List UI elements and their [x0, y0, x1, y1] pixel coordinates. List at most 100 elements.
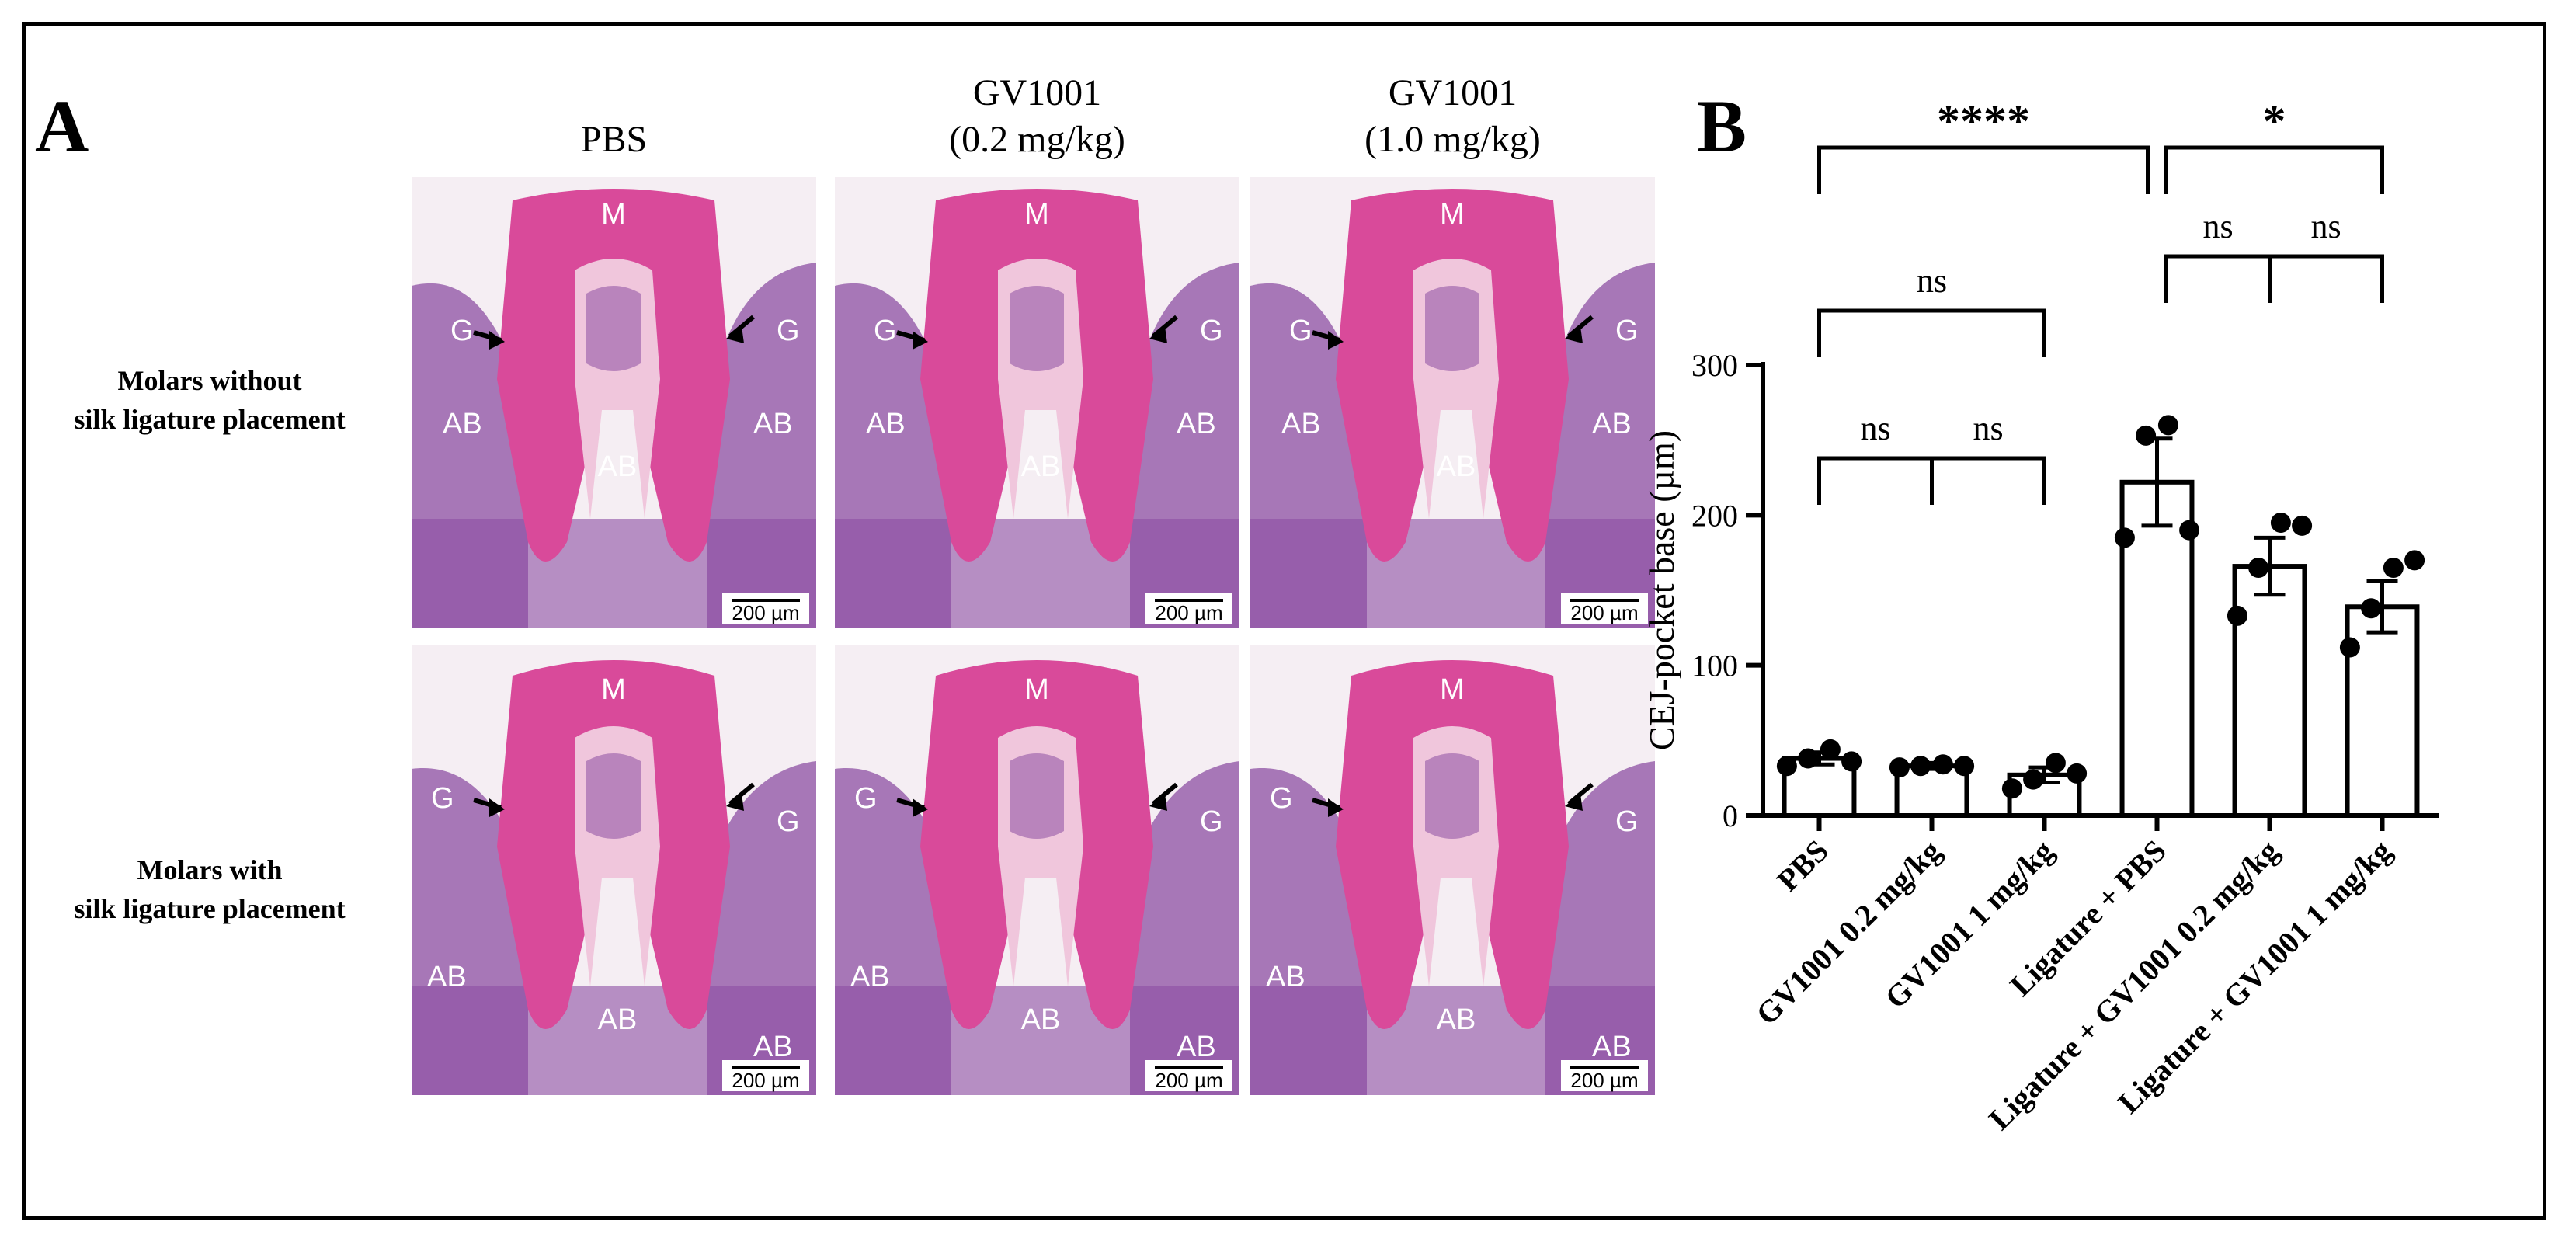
data-point	[1776, 756, 1797, 777]
svg-text:AB: AB	[1592, 1031, 1632, 1063]
data-point	[2404, 550, 2425, 571]
panel-b-letter: B	[1697, 85, 1747, 168]
svg-text:AB: AB	[1021, 1003, 1061, 1036]
bar	[2232, 564, 2307, 818]
column-header-gv1001-low: GV1001 (0.2 mg/kg)	[949, 72, 1125, 160]
svg-text:AB: AB	[598, 450, 638, 483]
significance-bracket	[1817, 456, 1934, 505]
svg-text:200 µm: 200 µm	[1570, 601, 1638, 624]
micrograph-gv1001-low-no-ligature: M G G AB AB AB 200 µm	[835, 177, 1239, 628]
y-tick-label: 100	[1691, 649, 1738, 683]
significance-label: ns	[1973, 409, 2003, 447]
svg-text:G: G	[431, 782, 454, 815]
svg-text:200 µm: 200 µm	[1155, 601, 1222, 624]
data-point	[2114, 527, 2135, 548]
y-tick-label: 200	[1691, 498, 1738, 533]
svg-text:200 µm: 200 µm	[1570, 1069, 1638, 1092]
data-point	[2001, 778, 2022, 799]
micrograph-pbs-ligature: M G G AB AB AB 200 µm	[412, 645, 816, 1095]
data-point	[2270, 513, 2291, 533]
significance-bracket	[1817, 308, 2046, 357]
data-point	[1889, 757, 1910, 778]
svg-text:M: M	[601, 673, 626, 706]
svg-text:M: M	[1024, 198, 1049, 231]
data-point	[2023, 769, 2044, 790]
svg-text:AB: AB	[1177, 408, 1216, 440]
data-point	[1798, 748, 1819, 769]
svg-text:G: G	[1270, 782, 1293, 815]
micrograph-gv1001-low-ligature: M G G AB AB AB 200 µm	[835, 645, 1239, 1095]
row-label-without-ligature: Molars without silk ligature placement	[74, 365, 346, 435]
y-axis-label: CEJ-pocket base (µm)	[1642, 430, 1681, 750]
svg-text:AB: AB	[753, 408, 793, 440]
svg-text:M: M	[1024, 673, 1049, 706]
panel-a-letter: A	[35, 85, 89, 168]
y-tick-label: 300	[1691, 348, 1738, 383]
svg-text:AB: AB	[1266, 961, 1305, 993]
svg-text:AB: AB	[443, 408, 482, 440]
data-point	[2383, 558, 2404, 578]
tissue-illustration: M G G AB AB AB 200 µm	[835, 177, 1239, 628]
data-point	[2067, 763, 2088, 784]
data-point	[2136, 425, 2157, 446]
data-point	[2292, 515, 2313, 536]
data-point	[1932, 754, 1953, 775]
svg-text:AB: AB	[1592, 408, 1632, 440]
significance-bracket	[2164, 254, 2272, 303]
bar	[2345, 604, 2420, 818]
micrograph-pbs-no-ligature: M G G AB AB AB 200 µm	[412, 177, 816, 628]
significance-label: ns	[1917, 262, 1947, 300]
svg-text:AB: AB	[1437, 1003, 1476, 1036]
significance-bracket	[2164, 145, 2384, 194]
tissue-illustration: M G G AB AB AB 200 µm	[1250, 177, 1655, 628]
data-point	[1954, 756, 1975, 777]
significance-label: ns	[2310, 207, 2341, 245]
significance-label: ns	[2202, 207, 2233, 245]
tissue-illustration: M G G AB AB AB 200 µm	[412, 177, 816, 628]
svg-text:AB: AB	[598, 1003, 638, 1036]
svg-text:AB: AB	[1021, 450, 1061, 483]
micrograph-gv1001-high-ligature: M G G AB AB AB 200 µm	[1250, 645, 1655, 1095]
tissue-illustration: M G G AB AB AB 200 µm	[412, 645, 816, 1095]
significance-label: ns	[1860, 409, 1890, 447]
svg-text:M: M	[1440, 673, 1465, 706]
svg-text:G: G	[777, 805, 800, 838]
svg-text:G: G	[450, 315, 474, 347]
svg-text:200 µm: 200 µm	[732, 1069, 799, 1092]
significance-bracket	[2268, 254, 2384, 303]
data-point	[1820, 739, 1841, 760]
significance-bracket	[1930, 456, 2046, 505]
svg-text:200 µm: 200 µm	[732, 601, 799, 624]
svg-text:AB: AB	[850, 961, 890, 993]
svg-text:G: G	[1615, 805, 1639, 838]
column-header-gv1001-high: GV1001 (1.0 mg/kg)	[1364, 72, 1541, 160]
bar-chart: 0 100 200 300 CEJ-pocket base (µm) PBSGV1001 …	[1642, 101, 2439, 1136]
significance-label: *	[2263, 101, 2286, 147]
svg-text:G: G	[874, 315, 897, 347]
micrograph-gv1001-high-no-ligature: M G G AB AB AB 200 µm	[1250, 177, 1655, 628]
svg-text:G: G	[1200, 315, 1223, 347]
row-label-with-ligature: Molars with silk ligature placement	[74, 854, 346, 924]
svg-text:AB: AB	[753, 1031, 793, 1063]
svg-text:G: G	[777, 315, 800, 347]
x-tick-label: PBS	[1770, 833, 1835, 899]
data-point	[2361, 598, 2382, 619]
svg-text:G: G	[1289, 315, 1312, 347]
data-point	[2179, 520, 2200, 541]
svg-text:AB: AB	[1177, 1031, 1216, 1063]
x-tick-label: GV1001 0.2 mg/kg	[1749, 833, 1948, 1032]
svg-text:AB: AB	[1281, 408, 1321, 440]
data-point	[1841, 751, 1862, 772]
data-point	[2339, 637, 2360, 658]
data-point	[2248, 558, 2269, 578]
tissue-illustration: M G G AB AB AB 200 µm	[1250, 645, 1655, 1095]
svg-text:AB: AB	[1437, 450, 1476, 483]
data-point	[2045, 753, 2066, 774]
svg-text:G: G	[854, 782, 878, 815]
svg-text:200 µm: 200 µm	[1155, 1069, 1222, 1092]
svg-text:M: M	[601, 198, 626, 231]
svg-text:AB: AB	[427, 961, 467, 993]
significance-label: ****	[1937, 101, 2030, 147]
figure-frame	[22, 22, 2546, 1220]
tissue-illustration: M G G AB AB AB 200 µm	[835, 645, 1239, 1095]
